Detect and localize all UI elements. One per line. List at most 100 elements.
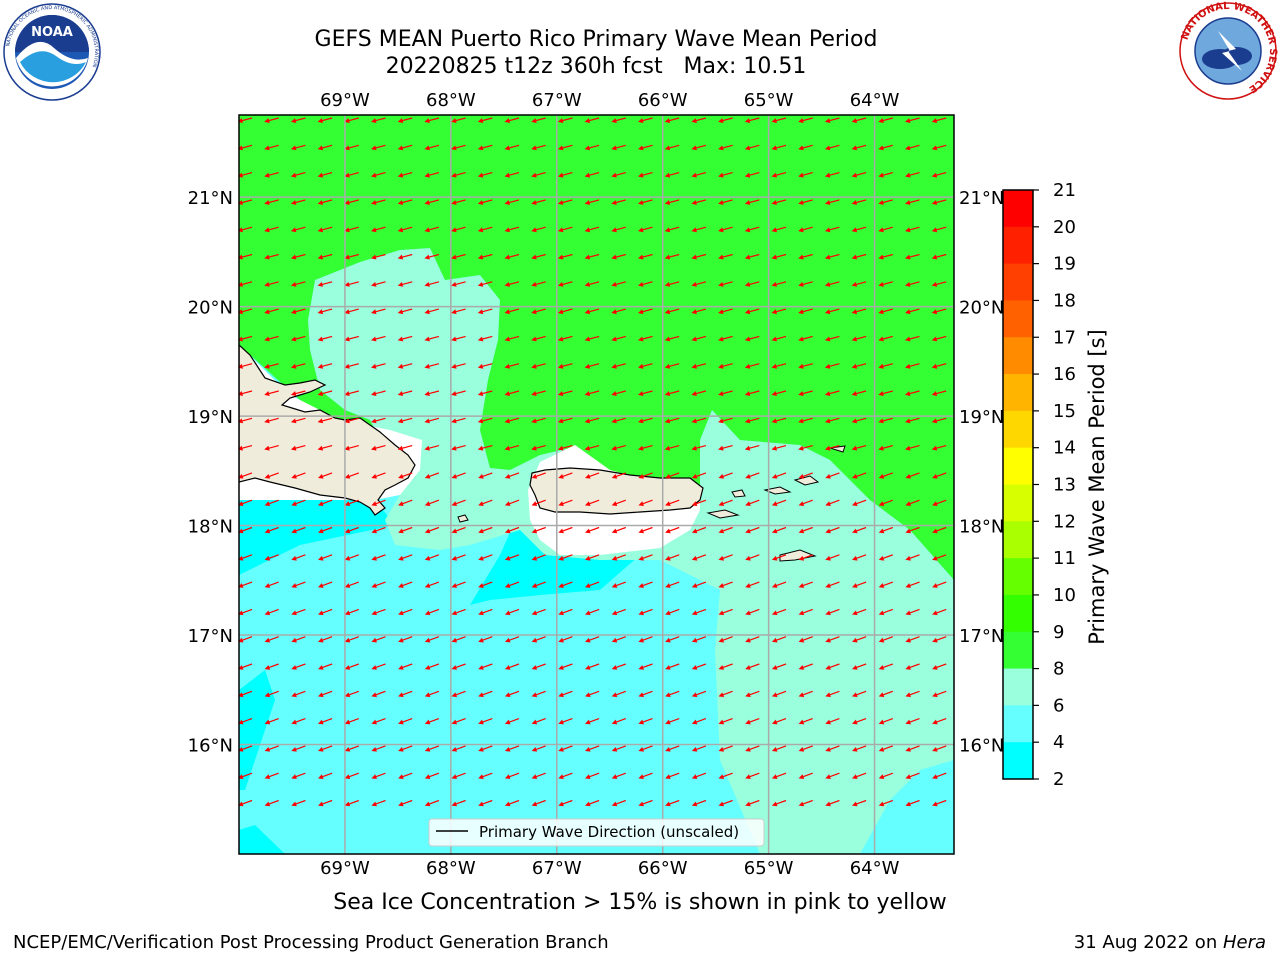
wave-arrow-head <box>851 172 858 178</box>
wave-arrow <box>400 117 413 122</box>
colorbar-tick-label: 9 <box>1053 622 1064 643</box>
wave-arrow-head <box>852 801 858 807</box>
wave-arrow <box>720 172 733 177</box>
wave-arrow-head <box>318 501 324 506</box>
wave-arrow <box>801 745 813 751</box>
wave-arrow-head <box>264 746 271 752</box>
wave-arrow <box>667 417 680 422</box>
colorbar-segment <box>1003 337 1033 375</box>
wave-arrow-head <box>824 145 831 151</box>
wave-arrow-head <box>744 200 751 205</box>
wave-arrow <box>934 172 947 177</box>
wave-arrow <box>533 281 546 286</box>
wave-arrow-head <box>878 746 885 752</box>
wave-arrow <box>427 117 440 122</box>
lat-tick-label: 17°N <box>188 626 233 647</box>
wave-arrow-head <box>905 555 911 561</box>
wave-arrow <box>480 172 493 177</box>
wave-arrow-head <box>798 637 805 643</box>
wave-arrow-head <box>932 501 938 506</box>
wave-arrow <box>320 799 333 806</box>
wave-arrow-head <box>744 363 751 369</box>
wave-arrow-head <box>585 746 591 752</box>
wave-arrow-head <box>691 363 697 369</box>
wave-arrow <box>747 417 760 422</box>
wave-arrow-head <box>424 336 430 342</box>
colorbar-segment <box>1003 374 1033 412</box>
wave-arrow-head <box>424 254 430 260</box>
wave-arrow <box>507 554 520 560</box>
wave-arrow-head <box>290 418 297 424</box>
wave-arrow-head <box>638 774 644 779</box>
wave-arrow <box>507 226 520 231</box>
wave-arrow <box>614 472 627 478</box>
wave-arrow-head <box>318 665 324 670</box>
wave-arrow-head <box>344 363 350 369</box>
wave-arrow-head <box>504 336 510 342</box>
wave-arrow-head <box>931 172 938 178</box>
wave-arrow-head <box>665 774 671 779</box>
wave-arrow-head <box>531 801 538 807</box>
colorbar-segment <box>1003 226 1033 265</box>
wave-arrow-head <box>477 391 484 397</box>
wave-arrow <box>480 499 493 505</box>
wave-arrow-head <box>398 746 404 752</box>
wave-arrow <box>293 581 306 587</box>
wave-arrow <box>800 172 813 177</box>
wave-arrow-head <box>557 309 564 315</box>
land-st-thomas <box>763 486 792 495</box>
wave-arrow-head <box>718 445 724 451</box>
wave-arrow <box>266 144 279 149</box>
wave-arrow <box>507 172 520 177</box>
wave-arrow-head <box>585 501 591 506</box>
wave-arrow-head <box>771 363 777 369</box>
wave-arrow <box>667 281 680 286</box>
wave-arrow-head <box>478 665 484 670</box>
wave-arrow-head <box>264 528 271 534</box>
wave-arrow-head <box>824 281 831 287</box>
wave-arrow <box>800 335 813 341</box>
wave-arrow-head <box>691 254 697 260</box>
wave-arrow-head <box>531 692 538 698</box>
wave-arrow-head <box>239 719 244 725</box>
wave-arrow-head <box>584 227 591 233</box>
wave-arrow-head <box>239 336 243 342</box>
wave-arrow-head <box>531 665 538 670</box>
wave-arrow-head <box>424 118 430 124</box>
wave-arrow-head <box>905 583 911 588</box>
wave-arrow-head <box>264 473 271 479</box>
wave-arrow <box>293 663 306 669</box>
wave-arrow-head <box>478 583 484 588</box>
wave-arrow-head <box>745 774 751 779</box>
wave-arrow-head <box>424 227 430 233</box>
wave-arrow-head <box>585 692 591 698</box>
wave-arrow <box>827 472 840 478</box>
wave-arrow <box>827 608 840 615</box>
wave-arrow <box>667 554 680 560</box>
wave-arrow-head <box>611 118 617 124</box>
wave-arrow <box>240 281 253 286</box>
wave-arrow <box>533 117 546 122</box>
wave-arrow-head <box>291 610 297 616</box>
wave-arrow-head <box>638 172 644 178</box>
wave-arrow <box>427 390 440 395</box>
wave-arrow-head <box>451 391 457 397</box>
wave-arrow-head <box>344 583 351 588</box>
wave-arrow-head <box>691 501 698 506</box>
wave-arrow-head <box>478 719 484 725</box>
wave-arrow-head <box>718 610 725 616</box>
wave-arrow-head <box>665 473 671 479</box>
wave-arrow <box>507 144 520 149</box>
wave-arrow <box>774 472 787 478</box>
wave-arrow-head <box>691 227 697 233</box>
wave-arrow <box>533 199 546 204</box>
wave-arrow <box>454 745 466 751</box>
map-frame <box>238 114 955 855</box>
wave-arrow-head <box>851 145 858 151</box>
wave-arrow-head <box>852 501 858 506</box>
wave-arrow-head <box>664 172 671 178</box>
wave-arrow-head <box>318 719 324 725</box>
wave-arrow <box>427 663 440 669</box>
lon-tick-label: 67°W <box>532 858 582 879</box>
wave-arrow-head <box>852 746 858 752</box>
